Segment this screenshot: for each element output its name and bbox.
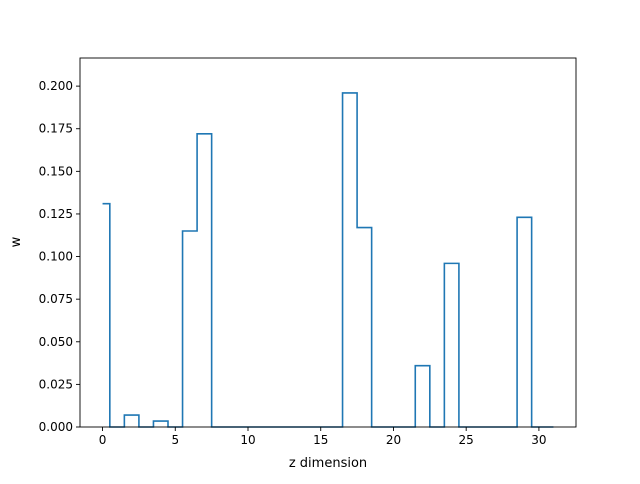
x-tick-label: 20 xyxy=(386,433,401,447)
x-tick-label: 30 xyxy=(531,433,546,447)
y-axis-label: w xyxy=(9,236,24,247)
x-axis-label: z dimension xyxy=(289,456,367,471)
x-tick-label: 25 xyxy=(459,433,474,447)
y-tick-label: 0.200 xyxy=(39,79,73,93)
y-tick-label: 0.075 xyxy=(39,292,73,306)
x-tick-label: 0 xyxy=(99,433,107,447)
y-tick-label: 0.000 xyxy=(39,420,73,434)
y-tick-label: 0.125 xyxy=(39,207,73,221)
x-tick-label: 5 xyxy=(171,433,179,447)
x-axis-ticks: 0 5 10 15 20 25 30 xyxy=(99,427,547,447)
plot-area xyxy=(79,57,577,428)
y-axis-ticks: 0.000 0.025 0.050 0.075 0.100 0.125 0.150 0.175… xyxy=(39,79,80,434)
x-tick-label: 15 xyxy=(313,433,328,447)
axes-frame xyxy=(79,57,577,428)
y-tick-label: 0.050 xyxy=(39,335,73,349)
y-tick-label: 0.150 xyxy=(39,164,73,178)
y-tick-label: 0.175 xyxy=(39,122,73,136)
x-tick-label: 10 xyxy=(240,433,255,447)
y-tick-label: 0.025 xyxy=(39,377,73,391)
y-tick-label: 0.100 xyxy=(39,250,73,264)
